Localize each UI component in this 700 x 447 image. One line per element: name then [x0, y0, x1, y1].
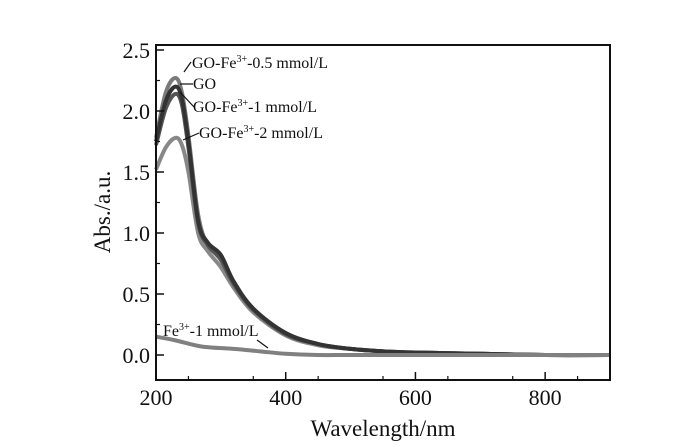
- y-tick-label: 2.5: [123, 38, 151, 63]
- series-annotation: GO-Fe3+-1 mmol/L: [193, 98, 317, 116]
- ticks-group: 200 400 600 800 0.0 0.5 1.0 1.5 2.0 2.5: [123, 38, 579, 410]
- x-tick-label: 400: [269, 385, 302, 410]
- y-axis-title: Abs./a.u.: [90, 171, 115, 253]
- y-tick-label: 0.5: [123, 282, 151, 307]
- y-tick-label: 0.0: [123, 343, 151, 368]
- x-tick-label: 800: [529, 385, 562, 410]
- series-line: [154, 76, 611, 358]
- annotation-leader: [256, 339, 269, 349]
- y-tick-label: 1.0: [123, 221, 151, 246]
- y-tick-label: 2.0: [123, 99, 151, 124]
- series-group: [154, 76, 611, 358]
- x-tick-label: 200: [140, 385, 173, 410]
- y-tick-label: 1.5: [123, 160, 151, 185]
- series-annotation: GO-Fe3+-0.5 mmol/L: [192, 54, 328, 72]
- x-axis-title: Wavelength/nm: [310, 416, 455, 441]
- series-annotation: Fe3+-1 mmol/L: [163, 322, 259, 340]
- annotation-leader: [183, 61, 192, 73]
- annotation-leader: [179, 91, 195, 108]
- series-line: [155, 334, 610, 358]
- annotation-leader: [182, 132, 200, 141]
- series-annotation: GO-Fe3+-2 mmol/L: [199, 124, 323, 142]
- x-tick-label: 600: [399, 385, 432, 410]
- series-line: [154, 84, 611, 358]
- annotations-group: GO-Fe3+-0.5 mmol/L GO GO-Fe3+-1 mmol/L GO-F…: [163, 54, 328, 349]
- series-annotation: GO: [193, 76, 216, 93]
